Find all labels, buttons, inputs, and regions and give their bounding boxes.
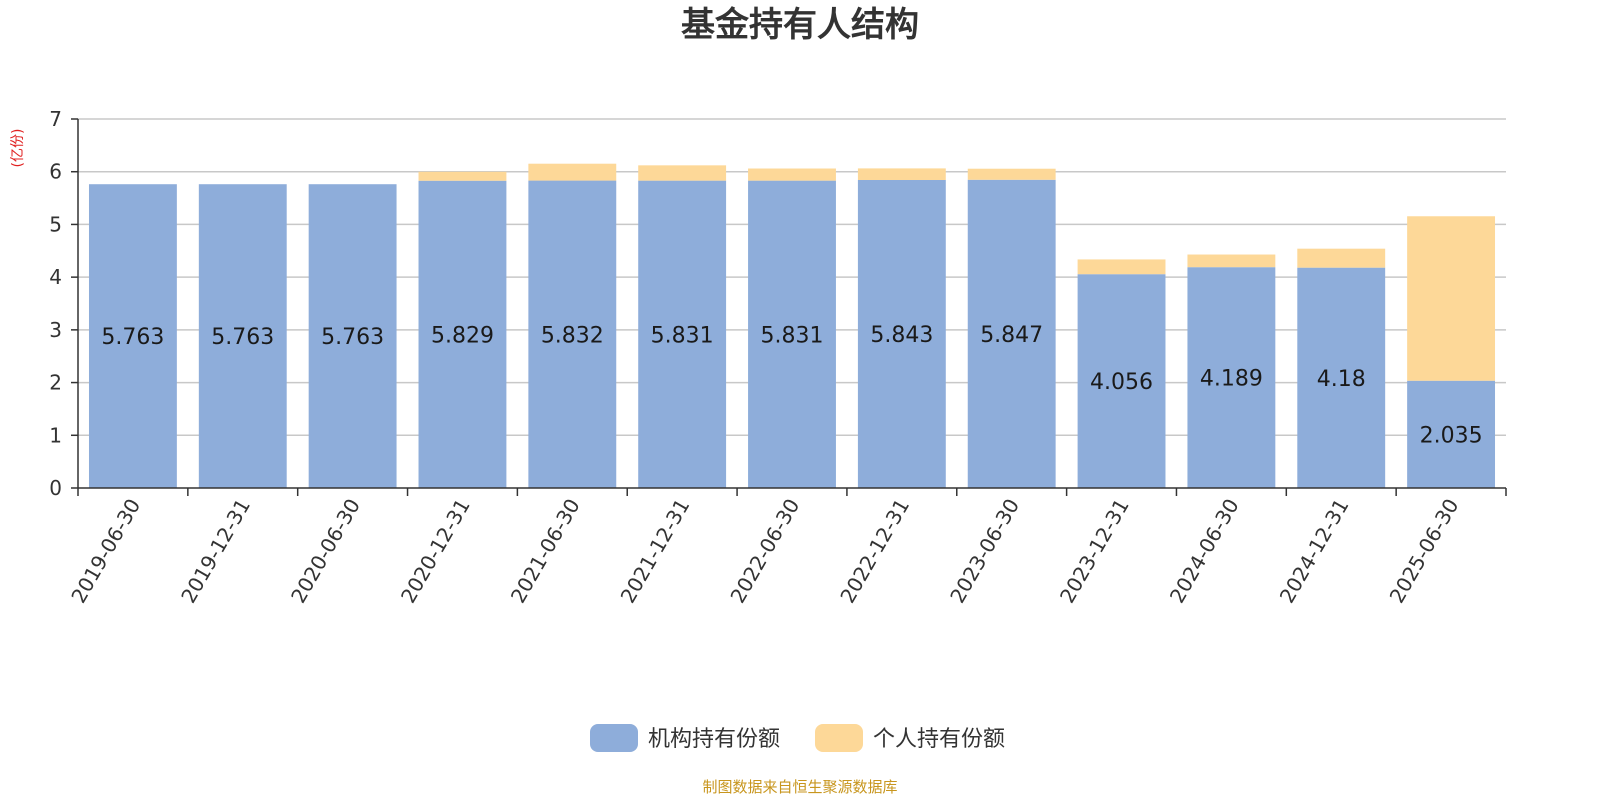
- legend: 机构持有份额 个人持有份额: [590, 724, 1005, 752]
- data-labels: 5.763 5.763 5.763 5.829 5.832 5.831 5.831 5.843…: [101, 323, 1482, 448]
- bar-institutional: [967, 179, 1056, 488]
- y-tick-label: 1: [49, 423, 62, 447]
- bar-individual: [528, 163, 617, 181]
- data-label: 4.056: [1090, 370, 1153, 395]
- bar-individual: [418, 171, 507, 181]
- x-tick-label: 2021-06-30: [506, 495, 585, 608]
- bar-individual: [857, 168, 946, 180]
- data-label: 5.832: [541, 323, 604, 348]
- bars: [88, 163, 1496, 489]
- x-tick-label: 2021-12-31: [616, 495, 695, 608]
- data-label: 5.763: [321, 325, 384, 350]
- data-label: 5.831: [761, 323, 824, 348]
- y-tick-label: 6: [49, 160, 62, 184]
- data-label: 4.189: [1200, 367, 1263, 392]
- data-label: 5.763: [211, 325, 274, 350]
- legend-label: 个人持有份额: [873, 727, 1005, 752]
- bar-individual: [1407, 216, 1496, 381]
- chart-title: 基金持有人结构: [681, 5, 919, 45]
- legend-swatch: [815, 724, 863, 752]
- x-tick-label: 2020-06-30: [286, 495, 365, 608]
- bar-individual: [638, 165, 727, 181]
- data-label: 5.763: [101, 325, 164, 350]
- y-tick-label: 3: [49, 318, 62, 342]
- bar-institutional: [1407, 380, 1496, 488]
- y-tick-label: 2: [49, 371, 62, 395]
- y-axis-unit-label: (亿份): [10, 129, 26, 168]
- data-label: 2.035: [1420, 423, 1483, 448]
- x-tick-label: 2022-12-31: [835, 495, 914, 608]
- data-label: 5.847: [980, 323, 1043, 348]
- bar-institutional: [528, 180, 617, 488]
- x-tick-label: 2023-12-31: [1055, 495, 1134, 608]
- x-tick-label: 2022-06-30: [725, 495, 804, 608]
- y-tick-label: 4: [49, 265, 62, 289]
- y-tick-label: 0: [49, 476, 62, 500]
- bar-institutional: [308, 184, 397, 488]
- x-tick-label: 2019-12-31: [176, 495, 255, 608]
- source-note: 制图数据来自恒生聚源数据库: [702, 778, 897, 796]
- bar-individual: [1187, 254, 1276, 268]
- x-tick-label: 2025-06-30: [1385, 495, 1464, 608]
- bar-institutional: [418, 180, 507, 488]
- legend-label: 机构持有份额: [648, 727, 780, 752]
- legend-swatch: [590, 724, 638, 752]
- bar-institutional: [857, 179, 946, 489]
- bar-individual: [967, 168, 1056, 180]
- x-tick-label: 2020-12-31: [396, 495, 475, 608]
- data-label: 5.843: [870, 323, 933, 348]
- bar-institutional: [88, 184, 177, 488]
- x-tick-label: 2024-06-30: [1165, 495, 1244, 608]
- bar-institutional: [1077, 274, 1166, 488]
- bar-individual: [1077, 259, 1166, 275]
- data-label: 4.18: [1317, 367, 1366, 392]
- bar-individual: [748, 168, 836, 181]
- y-tick-label: 7: [49, 107, 62, 131]
- x-tick-label: 2024-12-31: [1275, 495, 1354, 608]
- bar-institutional: [638, 180, 727, 489]
- data-label: 5.831: [651, 323, 714, 348]
- bar-institutional: [198, 184, 287, 488]
- data-label: 5.829: [431, 323, 494, 348]
- bar-institutional: [748, 180, 836, 489]
- x-tick-label: 2023-06-30: [945, 495, 1024, 608]
- bar-institutional: [1297, 267, 1386, 488]
- y-tick-label: 5: [49, 212, 62, 236]
- x-tick-label: 2019-06-30: [66, 495, 145, 608]
- bar-institutional: [1187, 267, 1276, 488]
- bar-individual: [1297, 248, 1386, 268]
